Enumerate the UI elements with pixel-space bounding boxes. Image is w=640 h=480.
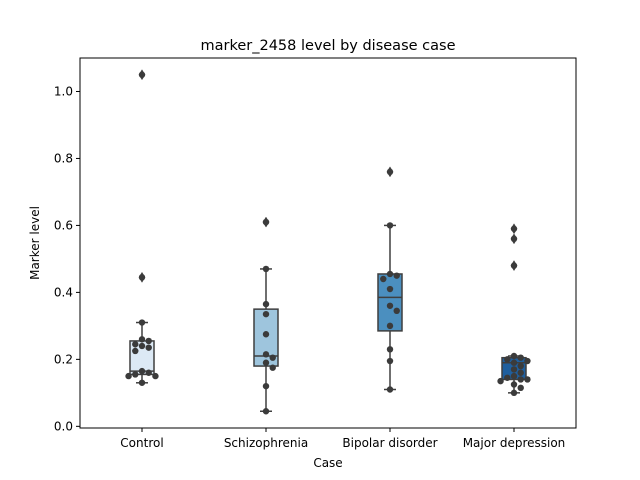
data-point	[262, 265, 270, 273]
data-point	[510, 352, 518, 360]
data-point	[269, 354, 276, 361]
x-tick-label: Bipolar disorder	[342, 436, 437, 450]
data-point	[138, 367, 146, 375]
data-point	[517, 384, 524, 392]
data-point	[138, 379, 146, 386]
data-point	[125, 372, 132, 380]
y-tick-label: 1.0	[54, 84, 73, 98]
data-point	[262, 310, 270, 318]
data-point	[262, 382, 270, 390]
data-point	[497, 377, 504, 385]
data-point	[517, 369, 524, 376]
data-point	[510, 235, 518, 243]
data-point	[145, 337, 152, 345]
data-point	[386, 322, 394, 330]
data-point	[138, 71, 146, 78]
data-point	[145, 369, 152, 376]
data-point	[138, 336, 146, 343]
data-point	[510, 389, 518, 397]
data-point	[510, 366, 518, 373]
data-point	[386, 357, 394, 365]
data-point	[504, 356, 511, 363]
y-tick-label: 0.2	[54, 352, 73, 366]
chart-title: marker_2458 level by disease case	[201, 38, 456, 54]
data-point	[386, 386, 394, 393]
data-point	[524, 376, 531, 383]
data-point	[393, 272, 400, 279]
data-point	[132, 341, 139, 348]
data-point	[262, 408, 270, 415]
data-point	[386, 222, 394, 229]
plot-frame	[79, 57, 577, 429]
y-tick-label: 0.6	[54, 218, 73, 232]
x-axis-label: Case	[313, 456, 342, 470]
x-tick-label: Control	[120, 436, 163, 450]
data-point	[145, 344, 152, 351]
data-point	[386, 346, 394, 353]
data-point	[262, 218, 270, 226]
data-point	[524, 357, 531, 365]
data-point	[380, 275, 387, 283]
data-point	[132, 347, 139, 355]
data-point	[504, 374, 511, 381]
data-point	[262, 300, 270, 308]
data-point	[517, 354, 524, 361]
y-tick-label: 0.0	[54, 419, 73, 433]
data-point	[262, 351, 270, 358]
data-point	[138, 319, 146, 326]
data-point	[132, 371, 139, 378]
data-point	[262, 331, 270, 338]
data-point	[386, 270, 394, 278]
data-point	[386, 168, 394, 176]
data-point	[393, 307, 400, 315]
data-point	[262, 359, 270, 366]
data-point	[386, 302, 394, 309]
box-iqr	[377, 273, 403, 332]
data-point	[269, 364, 276, 371]
data-point	[510, 225, 518, 232]
data-point	[510, 359, 518, 366]
data-point	[510, 262, 518, 269]
data-point	[517, 362, 524, 370]
data-point	[517, 376, 524, 383]
y-tick-label: 0.4	[54, 285, 73, 299]
data-point	[138, 274, 146, 281]
x-tick-label: Schizophrenia	[224, 436, 308, 450]
data-point	[138, 342, 146, 350]
y-axis-label: Marker level	[28, 206, 42, 280]
plot-area: 0.0 0.2 0.4 0.6 0.8 1.0 Control Schizophrenia Bi…	[54, 57, 577, 450]
x-tick-label: Major depression	[463, 436, 566, 450]
data-point	[386, 285, 394, 293]
data-point	[152, 372, 159, 380]
data-point	[510, 381, 518, 388]
data-point	[510, 372, 518, 380]
y-tick-label: 0.8	[54, 151, 73, 165]
